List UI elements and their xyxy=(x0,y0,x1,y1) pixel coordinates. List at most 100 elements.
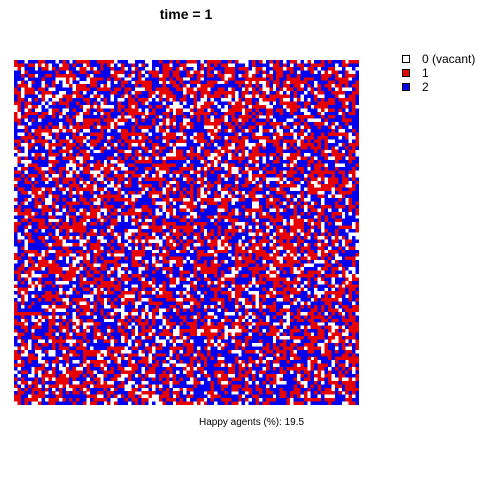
grid-cell xyxy=(27,173,32,178)
grid-cell xyxy=(293,139,297,143)
grid-cell xyxy=(203,135,208,140)
grid-cell xyxy=(69,198,73,202)
grid-cell xyxy=(62,125,66,130)
grid-cell xyxy=(334,246,339,250)
grid-cell xyxy=(176,215,180,219)
grid-cell xyxy=(245,253,249,257)
grid-cell xyxy=(162,149,166,154)
grid-cell xyxy=(14,204,18,209)
grid-cell xyxy=(203,267,208,271)
grid-cell xyxy=(296,163,301,167)
grid-cell xyxy=(224,198,228,202)
grid-cell xyxy=(183,211,187,216)
grid-cell xyxy=(189,198,194,202)
grid-cell xyxy=(58,242,63,247)
grid-cell xyxy=(65,184,70,188)
grid-cell xyxy=(196,232,201,236)
grid-cell xyxy=(224,194,228,199)
grid-cell xyxy=(14,97,18,102)
grid-cell xyxy=(141,208,146,212)
grid-cell xyxy=(345,153,349,157)
grid-cell xyxy=(186,229,190,233)
grid-cell xyxy=(103,263,108,268)
grid-cell xyxy=(317,160,322,164)
grid-cell xyxy=(172,170,177,174)
grid-cell xyxy=(193,111,197,116)
grid-cell xyxy=(241,118,246,123)
grid-cell xyxy=(62,260,66,264)
grid-cell xyxy=(51,84,56,88)
grid-cell xyxy=(227,198,232,202)
grid-cell xyxy=(310,84,315,88)
grid-cell xyxy=(51,108,56,112)
grid-cell xyxy=(127,139,132,143)
grid-cell xyxy=(341,101,346,105)
grid-cell xyxy=(117,194,121,199)
grid-cell xyxy=(262,132,266,136)
grid-cell xyxy=(224,180,228,185)
grid-cell xyxy=(69,94,73,98)
grid-cell xyxy=(103,70,108,74)
grid-cell xyxy=(314,149,318,154)
grid-cell xyxy=(124,63,128,67)
grid-cell xyxy=(272,201,277,205)
grid-cell xyxy=(341,111,346,116)
grid-cell xyxy=(183,97,187,102)
grid-cell xyxy=(310,66,315,71)
grid-cell xyxy=(14,77,18,81)
grid-cell xyxy=(134,97,139,102)
grid-cell xyxy=(58,170,63,174)
grid-cell xyxy=(93,135,97,140)
grid-cell xyxy=(34,170,39,174)
grid-cell xyxy=(20,166,25,171)
grid-cell xyxy=(200,125,204,130)
grid-cell xyxy=(117,108,121,112)
grid-cell xyxy=(221,60,225,64)
grid-cell xyxy=(110,256,115,261)
grid-cell xyxy=(227,260,232,264)
grid-cell xyxy=(72,215,77,219)
grid-cell xyxy=(62,94,66,98)
grid-cell xyxy=(314,97,318,102)
grid-cell xyxy=(127,267,132,271)
grid-cell xyxy=(276,225,280,230)
grid-cell xyxy=(193,142,197,147)
grid-cell xyxy=(34,70,39,74)
grid-cell xyxy=(20,180,25,185)
grid-cell xyxy=(314,142,318,147)
grid-cell xyxy=(62,222,66,226)
grid-cell xyxy=(255,229,259,233)
grid-cell xyxy=(41,208,46,212)
grid-cell xyxy=(210,198,215,202)
grid-cell xyxy=(141,187,146,192)
grid-cell xyxy=(79,135,84,140)
grid-cell xyxy=(262,222,266,226)
grid-cell xyxy=(72,194,77,199)
grid-cell xyxy=(279,166,284,171)
grid-cell xyxy=(158,66,163,71)
grid-cell xyxy=(169,66,173,71)
grid-cell xyxy=(172,160,177,164)
grid-cell xyxy=(214,94,218,98)
grid-cell xyxy=(193,239,197,243)
grid-cell xyxy=(314,173,318,178)
grid-cell xyxy=(127,201,132,205)
grid-cell xyxy=(276,101,280,105)
grid-cell xyxy=(155,184,159,188)
grid-cell xyxy=(217,66,222,71)
grid-cell xyxy=(321,118,325,123)
grid-cell xyxy=(48,180,52,185)
grid-cell xyxy=(100,180,104,185)
grid-cell xyxy=(117,246,121,250)
grid-cell xyxy=(117,156,121,161)
grid-cell xyxy=(41,118,46,123)
grid-cell xyxy=(338,122,342,126)
grid-cell xyxy=(58,218,63,223)
grid-cell xyxy=(348,249,353,254)
grid-cell xyxy=(296,246,301,250)
grid-cell xyxy=(93,84,97,88)
grid-cell xyxy=(258,191,263,195)
grid-cell xyxy=(245,91,249,95)
grid-cell xyxy=(286,104,291,109)
grid-cell xyxy=(62,194,66,199)
